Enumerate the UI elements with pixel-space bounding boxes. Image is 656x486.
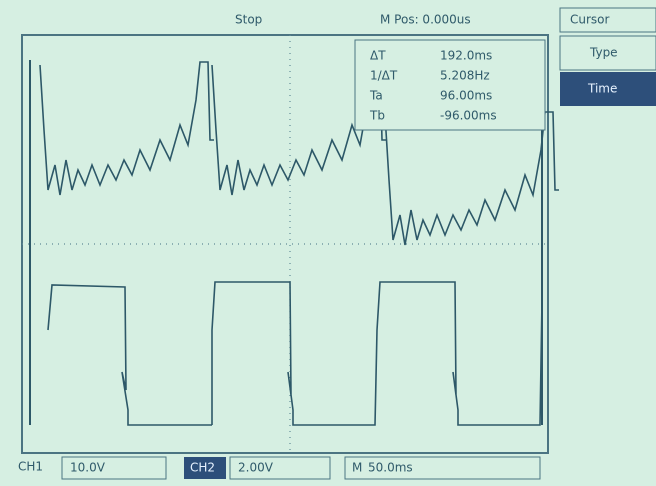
menu-type-value: Time (587, 82, 617, 96)
readout-value: -96.00ms (440, 109, 497, 123)
timebase: 50.0ms (368, 461, 413, 475)
timebase-box (344, 456, 541, 480)
readout-label: Tb (369, 109, 385, 123)
ch2-label: CH2 (190, 461, 215, 475)
readout-value: 192.0ms (440, 49, 492, 63)
timebase-label: M (352, 461, 362, 475)
readout-label: ΔT (370, 49, 386, 63)
ch1-scale: 10.0V (70, 461, 106, 475)
readout-label: 1/ΔT (370, 69, 398, 83)
position: M Pos: 0.000us (380, 13, 471, 27)
menu-title: Cursor (570, 13, 610, 27)
menu-button-selected[interactable] (560, 72, 656, 106)
ch2-scale: 2.00V (238, 461, 274, 475)
readout-rows: ΔT 192.0ms 1/ΔT 5.208Hz Ta 96.00ms Tb -9… (369, 49, 497, 123)
ch1-box (61, 456, 167, 480)
channel-2-trace (47, 281, 543, 426)
cursor-readout (354, 39, 546, 131)
menu-button[interactable] (559, 35, 656, 71)
readout-value: 5.208Hz (440, 69, 490, 83)
status: Stop (235, 13, 262, 27)
ch1-label: CH1 (18, 460, 43, 474)
menu-title-box (559, 7, 656, 33)
ch2-box (184, 457, 226, 479)
ch2-scale-box (229, 456, 331, 480)
readout-value: 96.00ms (440, 89, 492, 103)
readout-label: Ta (369, 89, 383, 103)
menu-type-label: Type (589, 46, 618, 60)
